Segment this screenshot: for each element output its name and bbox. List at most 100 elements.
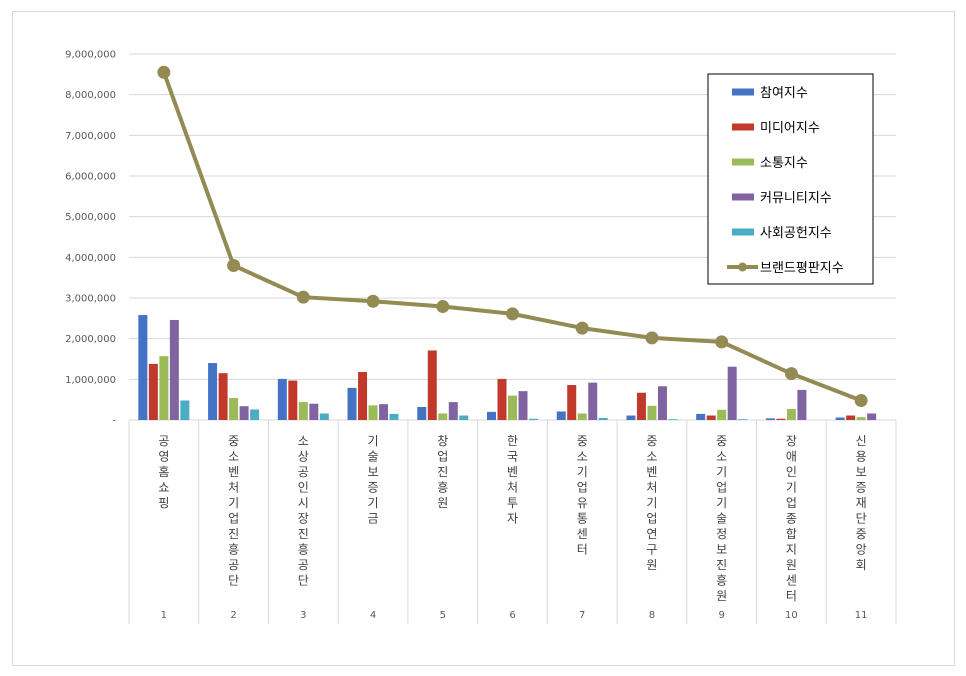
bar [208,363,218,420]
bar [309,403,319,420]
rank-label: 8 [649,610,655,621]
bar [598,417,608,420]
bar [288,380,298,420]
bar [626,415,636,420]
bar [438,413,448,420]
y-tick-label: 2,000,000 [65,334,116,345]
y-tick-label: 5,000,000 [65,212,116,223]
bar [647,405,657,420]
bar [497,378,507,420]
legend-label: 미디어지수 [760,121,820,136]
bar [577,413,587,420]
bar [765,418,775,420]
bar [358,372,368,420]
bar [487,411,496,420]
bar [776,418,786,420]
bar [588,382,598,420]
bar [567,385,577,420]
rank-label: 6 [509,610,515,621]
rank-label: 11 [855,610,868,621]
bar [727,366,737,420]
rank-label: 5 [440,610,446,621]
y-tick-label: 1,000,000 [65,375,116,386]
rank-label: 3 [300,610,306,621]
legend-swatch [732,158,754,166]
line-point [854,393,868,407]
bar [138,315,148,420]
bar [148,363,158,420]
line-point [227,258,241,272]
legend-swatch [732,123,754,131]
rank-label: 1 [161,610,167,621]
bar [239,406,249,420]
bar [159,356,169,420]
bar [368,405,378,420]
bar [169,319,179,420]
y-tick-label: - [112,416,116,427]
bar [448,402,458,420]
bar [229,398,239,420]
bar [508,395,517,420]
bar [180,400,190,420]
y-tick-label: 8,000,000 [65,90,116,101]
line-point [296,290,310,304]
bar [218,373,228,420]
bar [846,415,856,420]
line-point [436,300,450,314]
line-point [506,307,519,321]
legend-swatch [732,88,754,96]
bar [636,392,646,420]
legend-label: 참여지수 [760,86,808,101]
bar [277,378,287,420]
y-tick-label: 9,000,000 [65,50,116,61]
y-tick-label: 4,000,000 [65,253,116,264]
bar [459,415,469,420]
bar [298,402,308,420]
bar [389,413,399,420]
y-tick-label: 6,000,000 [65,172,116,183]
line-point [715,335,729,349]
legend-swatch [732,228,754,236]
bar [696,413,706,420]
legend-marker [738,262,747,272]
line-point [157,65,171,79]
rank-label: 10 [785,610,798,621]
bar [867,413,877,420]
bar [319,413,329,420]
rank-label: 2 [230,610,236,621]
bar [856,417,866,420]
bar [347,387,357,420]
bar [706,415,716,420]
y-tick-label: 7,000,000 [65,131,116,142]
rank-label: 4 [370,610,376,621]
bar [518,391,528,420]
legend-label: 사회공헌지수 [760,226,832,241]
legend-swatch [732,193,754,201]
bar [529,418,538,420]
line-point [645,331,659,345]
legend-label: 브랜드평판지수 [760,261,844,276]
bar [797,389,807,420]
bar [657,386,667,420]
rank-label: 9 [718,610,724,621]
bar [835,417,845,420]
legend-label: 커뮤니티지수 [760,191,832,206]
bar [417,406,427,420]
bar [717,409,727,420]
bar [379,404,389,420]
bar [250,409,260,420]
bar [556,411,566,420]
